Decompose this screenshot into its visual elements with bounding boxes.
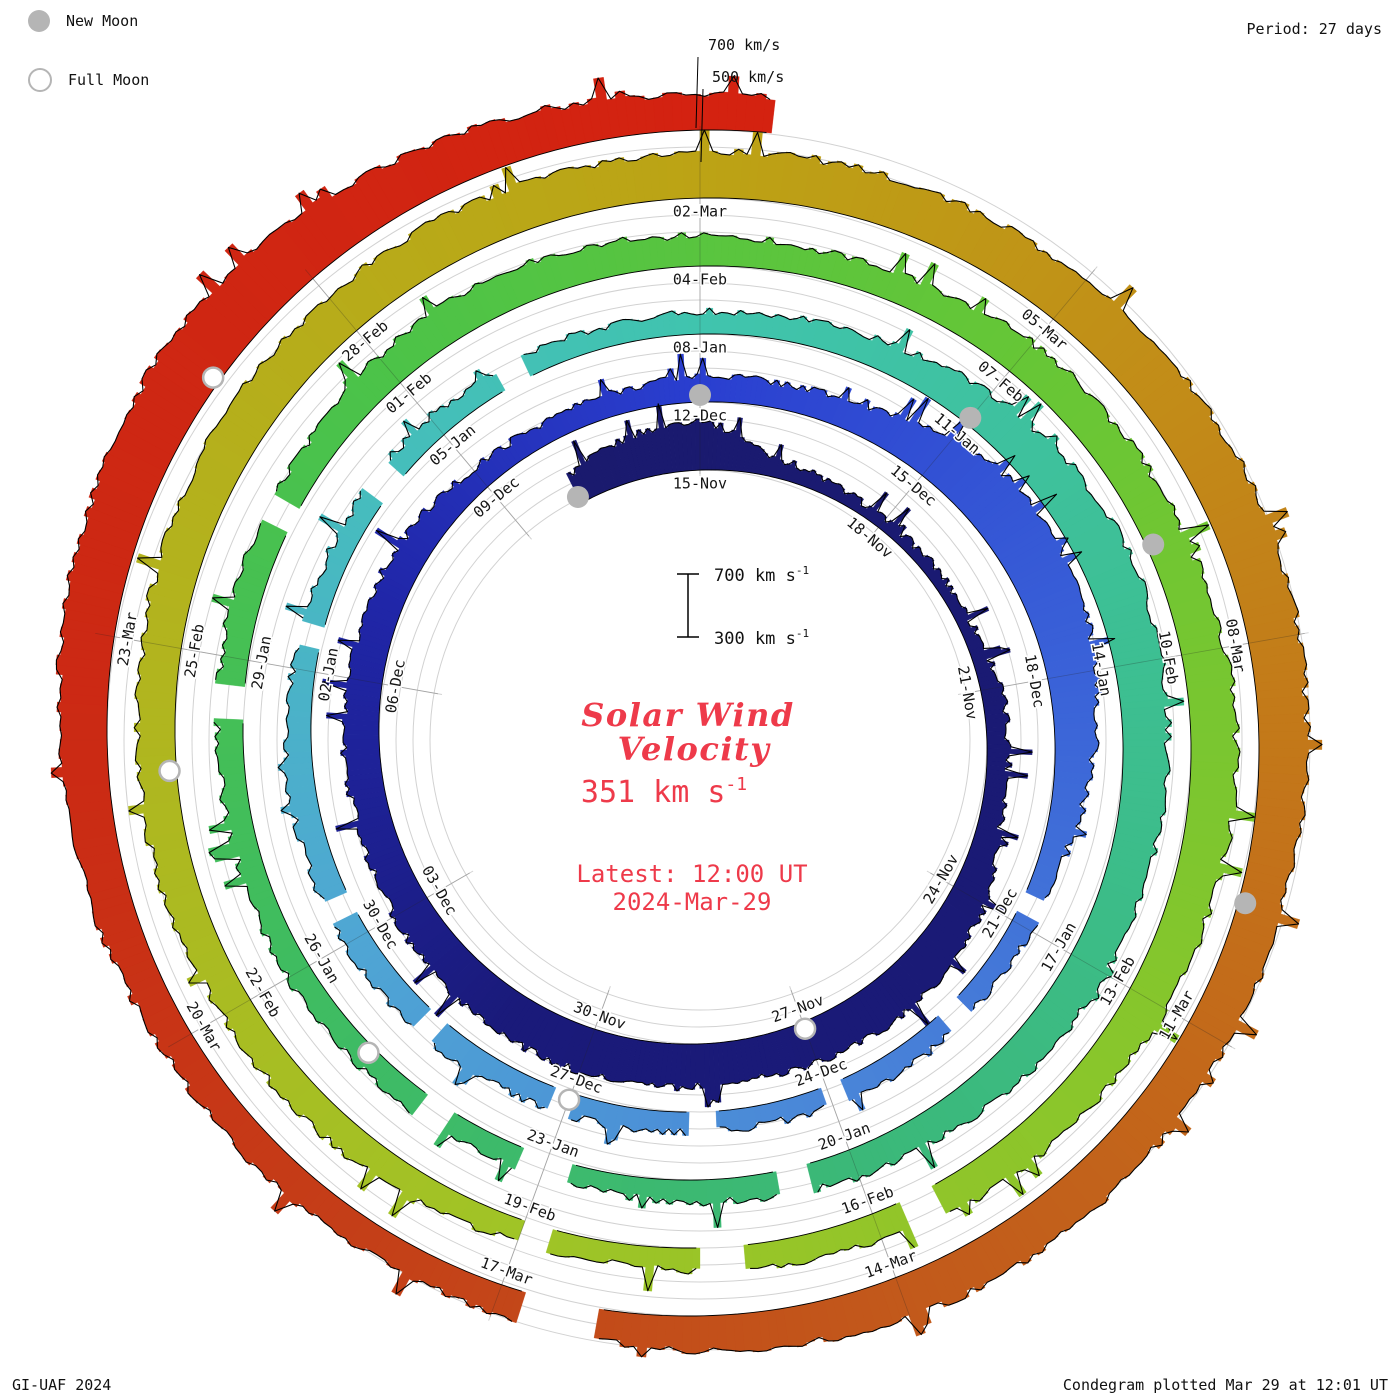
date-label: 15-Nov bbox=[673, 475, 727, 493]
full-moon-marker bbox=[201, 366, 225, 389]
new-moon-marker bbox=[959, 406, 982, 429]
outer-scale-700-label: 700 km/s bbox=[708, 36, 780, 54]
date-label: 29-Jan bbox=[248, 634, 275, 690]
full-moon-marker bbox=[793, 1017, 817, 1040]
full-moon-icon bbox=[28, 68, 52, 92]
latest-velocity-value: 351 km s-1 bbox=[581, 774, 747, 810]
new-moon-label: New Moon bbox=[66, 12, 139, 30]
center-scale-top: 700 km s-1 bbox=[714, 564, 809, 586]
center-scale-bottom: 300 km s-1 bbox=[714, 627, 809, 649]
latest-time-line1: Latest: 12:00 UT bbox=[576, 860, 807, 888]
date-label: 06-Dec bbox=[382, 658, 409, 714]
center-velocity-scale: 700 km s-1 300 km s-1 bbox=[677, 564, 809, 649]
outer-scale-500-label: 500 km/s bbox=[712, 68, 784, 86]
full-moon-marker bbox=[557, 1088, 581, 1111]
date-label: 04-Feb bbox=[673, 271, 727, 289]
spoke-overlay bbox=[95, 126, 1305, 1318]
full-moon-marker bbox=[158, 759, 181, 783]
date-label: 02-Mar bbox=[673, 203, 727, 221]
leader-line-700 bbox=[695, 56, 699, 129]
new-moon-marker bbox=[1142, 533, 1165, 556]
moon-markers bbox=[158, 366, 1257, 1111]
latest-time-line2: 2024-Mar-29 bbox=[613, 888, 772, 916]
outer-scale: 700 km/s 500 km/s bbox=[695, 36, 784, 163]
new-moon-marker bbox=[1234, 892, 1257, 915]
date-label: 08-Jan bbox=[673, 339, 727, 357]
date-label: 02-Jan bbox=[315, 646, 342, 702]
full-moon-label: Full Moon bbox=[68, 71, 150, 89]
date-label: 12-Dec bbox=[673, 407, 727, 425]
center-readout: Solar Wind Velocity 351 km s-1 Latest: 1… bbox=[576, 696, 807, 916]
plotted-timestamp: Condegram plotted Mar 29 at 12:01 UT bbox=[1062, 1376, 1388, 1394]
chart-title-line1: Solar Wind bbox=[581, 696, 795, 734]
velocity-spiral: 15-Nov18-Nov21-Nov24-Nov27-Nov30-Nov03-D… bbox=[50, 75, 1323, 1358]
new-moon-icon bbox=[28, 10, 50, 32]
date-label: 25-Feb bbox=[181, 623, 208, 679]
date-label: 23-Mar bbox=[114, 611, 141, 667]
date-label: 23-Jan bbox=[525, 1126, 582, 1161]
full-moon-marker bbox=[357, 1041, 380, 1065]
velocity-trace bbox=[50, 75, 1323, 1358]
credit-label: GI-UAF 2024 bbox=[12, 1376, 112, 1394]
new-moon-marker bbox=[566, 485, 589, 508]
chart-title-line2: Velocity bbox=[618, 730, 772, 768]
period-label: Period: 27 days bbox=[1246, 20, 1382, 38]
new-moon-marker bbox=[689, 384, 711, 406]
leader-line-500 bbox=[700, 88, 704, 163]
